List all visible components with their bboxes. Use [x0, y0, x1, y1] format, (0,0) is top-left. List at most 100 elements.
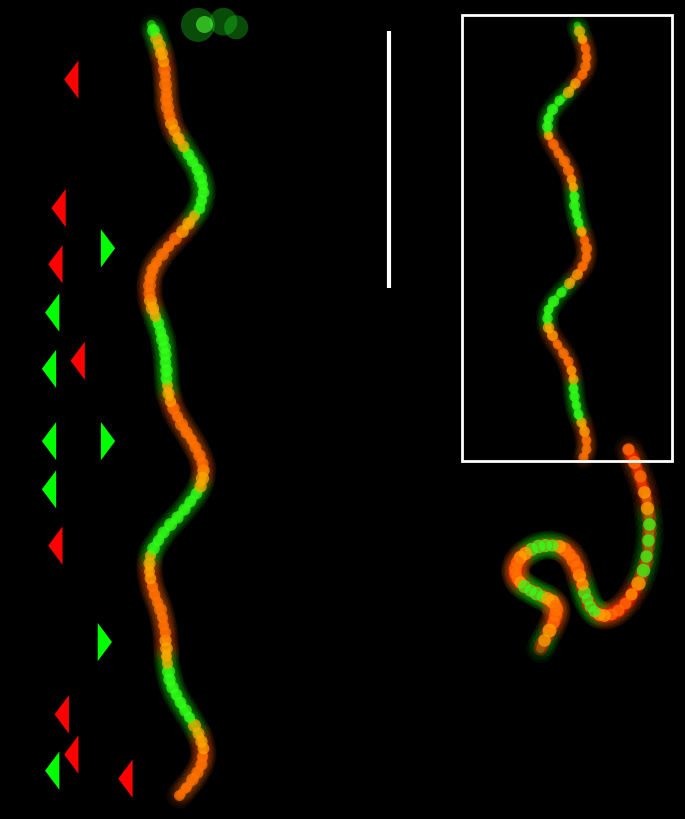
Point: [588, 604, 599, 618]
Point: [182, 427, 192, 440]
Point: [527, 585, 538, 598]
Point: [573, 408, 584, 421]
Point: [160, 70, 171, 84]
Point: [161, 378, 172, 391]
Point: [196, 735, 207, 749]
Point: [146, 299, 157, 312]
Point: [160, 89, 171, 102]
Point: [641, 547, 652, 560]
Point: [179, 423, 190, 436]
Point: [575, 262, 586, 275]
Point: [197, 184, 208, 197]
Point: [188, 437, 199, 450]
Point: [196, 193, 207, 206]
Point: [575, 262, 586, 275]
Point: [571, 562, 582, 575]
Point: [510, 567, 521, 580]
Point: [558, 156, 569, 169]
Point: [640, 492, 651, 505]
Point: [538, 636, 549, 649]
Point: [158, 341, 169, 354]
Point: [180, 144, 191, 157]
Point: [618, 598, 629, 611]
Point: [145, 577, 156, 590]
Point: [175, 136, 186, 149]
Point: [190, 488, 201, 501]
Point: [541, 118, 552, 131]
Point: [162, 379, 173, 392]
Point: [580, 57, 591, 70]
Point: [579, 64, 590, 77]
Point: [156, 329, 167, 342]
Point: [149, 587, 160, 600]
Point: [541, 312, 552, 325]
Point: [547, 538, 558, 551]
Point: [191, 766, 202, 779]
Point: [516, 550, 527, 563]
Point: [549, 610, 560, 623]
Point: [560, 158, 571, 171]
Point: [145, 294, 155, 307]
Point: [579, 64, 590, 77]
Point: [636, 474, 647, 487]
Point: [143, 279, 154, 292]
Point: [558, 156, 569, 169]
Point: [643, 529, 654, 542]
Point: [553, 148, 564, 161]
Point: [510, 566, 521, 579]
Point: [148, 305, 159, 319]
Point: [564, 548, 575, 561]
Point: [573, 74, 584, 87]
Point: [152, 316, 163, 329]
Point: [160, 356, 171, 369]
Point: [178, 702, 189, 715]
Point: [160, 647, 171, 660]
Point: [569, 197, 580, 210]
Point: [515, 551, 526, 564]
Point: [160, 363, 171, 376]
Point: [641, 547, 652, 560]
Point: [195, 171, 206, 184]
Point: [575, 29, 586, 42]
Point: [572, 267, 583, 280]
Point: [576, 34, 587, 47]
Point: [151, 595, 162, 608]
Point: [164, 391, 175, 405]
Point: [577, 451, 588, 464]
Point: [579, 586, 590, 599]
Point: [155, 608, 166, 621]
Point: [545, 133, 556, 147]
Point: [154, 323, 165, 336]
Point: [580, 238, 590, 251]
Point: [540, 538, 551, 551]
Point: [532, 587, 543, 600]
Point: [553, 339, 564, 352]
Point: [171, 410, 182, 423]
Point: [510, 568, 521, 581]
Point: [160, 643, 171, 656]
Point: [574, 220, 585, 233]
Point: [511, 572, 522, 585]
Point: [571, 401, 582, 414]
Point: [160, 643, 171, 656]
Point: [626, 450, 637, 464]
Point: [164, 114, 175, 127]
Point: [512, 554, 523, 567]
Point: [157, 52, 168, 65]
Point: [153, 599, 164, 612]
Point: [143, 564, 154, 577]
Point: [144, 287, 155, 301]
Point: [571, 561, 582, 574]
Polygon shape: [42, 351, 56, 388]
Point: [179, 704, 190, 717]
Point: [160, 348, 171, 361]
Point: [153, 41, 164, 54]
Point: [172, 691, 183, 704]
Point: [166, 678, 177, 691]
Point: [575, 31, 586, 44]
Point: [571, 19, 582, 32]
Point: [551, 337, 562, 350]
Point: [641, 547, 652, 560]
Point: [536, 539, 547, 552]
Point: [561, 161, 572, 174]
